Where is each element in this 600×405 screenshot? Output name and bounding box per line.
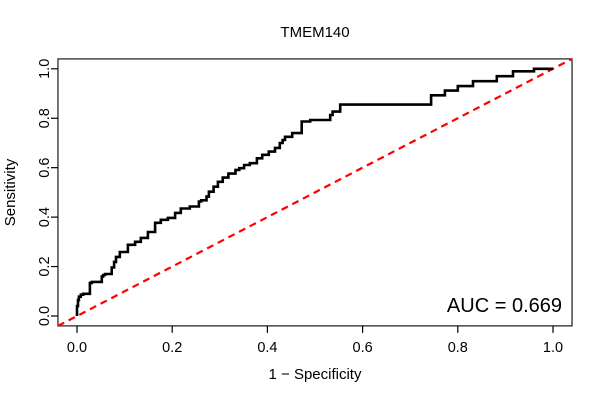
- x-tick-label: 0.6: [353, 340, 373, 356]
- chart-title: TMEM140: [280, 24, 349, 41]
- x-tick-label: 0.8: [448, 340, 468, 356]
- y-axis-ticks: [50, 68, 58, 317]
- y-tick-label: 0.2: [37, 256, 53, 276]
- y-tick-label: 0.0: [37, 306, 53, 326]
- x-axis-tick-labels: 0.0 0.2 0.4 0.6 0.8 1.0: [67, 340, 563, 356]
- x-tick-label: 1.0: [543, 340, 563, 356]
- y-tick-label: 1.0: [37, 59, 53, 79]
- x-axis-label: 1 − Specificity: [269, 366, 362, 383]
- y-axis-tick-labels: 0.0 0.2 0.4 0.6 0.8 1.0: [37, 59, 53, 326]
- y-tick-label: 0.4: [37, 207, 53, 227]
- y-tick-label: 0.8: [37, 108, 53, 128]
- x-tick-label: 0.0: [67, 340, 87, 356]
- x-axis-ticks: [76, 325, 554, 333]
- reference-diagonal-line: [57, 57, 573, 327]
- y-axis-label: Sensitivity: [2, 158, 19, 226]
- auc-annotation: AUC = 0.669: [447, 295, 562, 317]
- y-tick-label: 0.6: [37, 158, 53, 178]
- roc-curve: [75, 67, 553, 316]
- x-tick-label: 0.4: [257, 340, 277, 356]
- plot-box: [57, 58, 573, 327]
- x-tick-label: 0.2: [162, 340, 182, 356]
